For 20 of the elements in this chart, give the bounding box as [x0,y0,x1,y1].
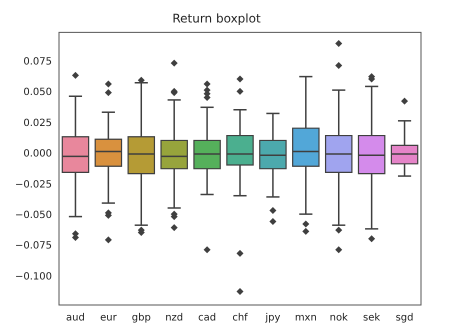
x-tick-label: eur [100,312,118,324]
y-tick-label: 0.000 [23,148,52,160]
chart-title: Return boxplot [172,11,261,26]
x-tick-label: aud [66,312,85,324]
y-tick-label: 0.075 [23,56,52,68]
y-tick-label: −0.050 [14,210,52,221]
x-tick-label: jpy [264,312,281,324]
x-tick-label: nzd [165,312,184,324]
y-tick-label: −0.075 [14,240,52,252]
x-tick-label: sgd [396,312,414,324]
x-tick-label: nok [330,312,348,324]
y-tick-label: −0.025 [14,179,52,190]
x-tick-label: chf [232,312,248,324]
y-tick-label: −0.100 [14,271,52,282]
y-tick-label: 0.025 [23,118,52,129]
y-tick-label: 0.050 [23,87,52,98]
x-tick-label: cad [198,312,216,324]
x-tick-label: mxn [294,312,317,324]
x-tick-label: gbp [132,312,151,324]
x-tick-label: sek [363,312,380,324]
